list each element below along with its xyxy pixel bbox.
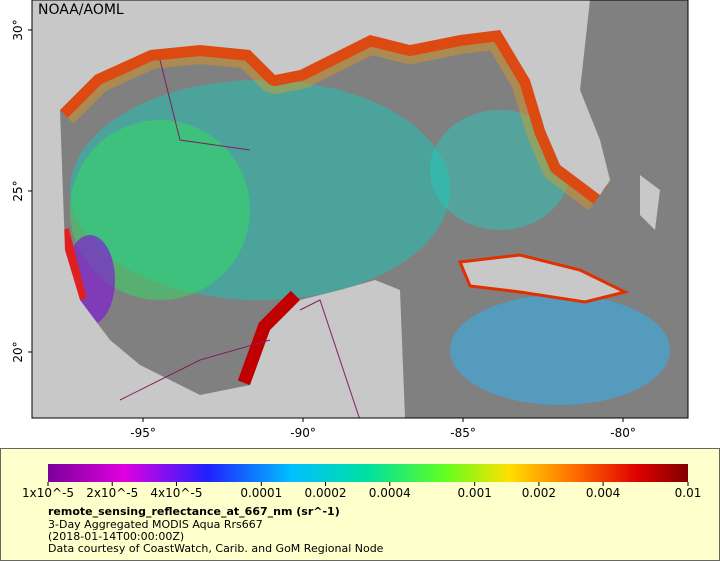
- colorbar-tick-label: 2x10^-5: [86, 486, 138, 500]
- map-frame: [31, 0, 689, 419]
- lat-tick-label: 30°: [11, 19, 25, 40]
- colorbar-tick-label: 0.0004: [369, 486, 411, 500]
- data-field: [430, 110, 570, 230]
- colorbar-tick-label: 0.01: [675, 486, 702, 500]
- lat-tick-label: 20°: [11, 341, 25, 362]
- data-field: [450, 295, 670, 405]
- land: [32, 0, 610, 418]
- colorbar-tick-label: 1x10^-5: [22, 486, 74, 500]
- data-field: [70, 120, 250, 300]
- coastal-band: [55, 228, 87, 302]
- land: [457, 253, 630, 304]
- lon-tick-label: -90°: [290, 426, 316, 440]
- legend-line: (2018-01-14T00:00:00Z): [48, 530, 184, 543]
- lat-tick-label: 25°: [11, 180, 25, 201]
- lon-tick-label: -85°: [450, 426, 476, 440]
- colorbar-tick-label: 0.001: [457, 486, 491, 500]
- colorbar-tick-label: 0.0002: [305, 486, 347, 500]
- watermark: NOAA/AOML: [38, 2, 124, 18]
- lon-tick-label: -95°: [130, 426, 156, 440]
- legend-line: Data courtesy of CoastWatch, Carib. and …: [48, 542, 384, 555]
- colorbar-tick-label: 0.0001: [240, 486, 282, 500]
- border: [119, 59, 360, 418]
- legend-variable: remote_sensing_reflectance_at_667_nm (sr…: [48, 505, 340, 518]
- legend-line: 3-Day Aggregated MODIS Aqua Rrs667: [48, 518, 263, 531]
- colorbar-tick-label: 0.004: [586, 486, 620, 500]
- colorbar-tick-label: 4x10^-5: [150, 486, 202, 500]
- colorbar: [48, 464, 688, 482]
- colorbar-tick-label: 0.002: [522, 486, 556, 500]
- land: [640, 175, 660, 230]
- map: NOAA/AOML: [32, 0, 688, 418]
- lon-tick-label: -80°: [610, 426, 636, 440]
